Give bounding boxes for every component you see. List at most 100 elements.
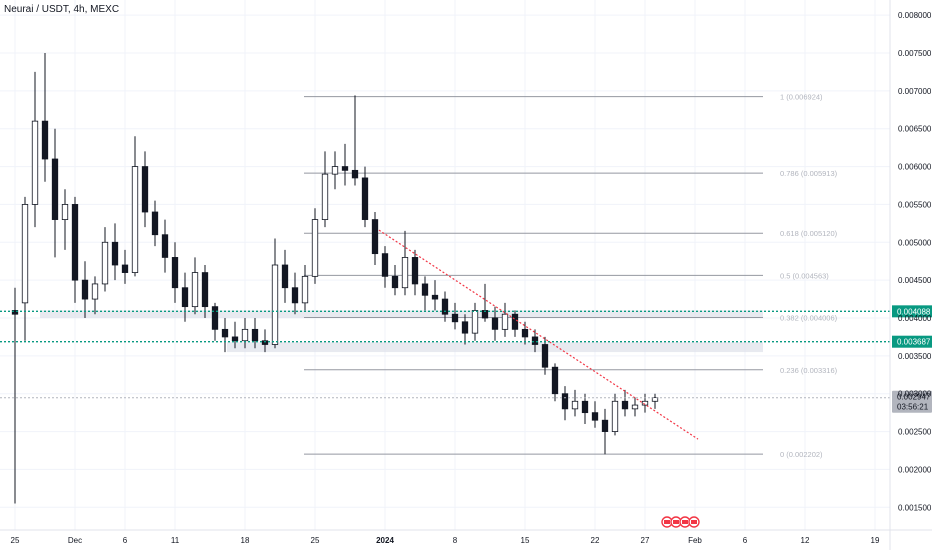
fib-level-label: 0.5 (0.004563) [780, 271, 829, 280]
support-zone [40, 310, 763, 318]
candle-body [201, 272, 209, 308]
candle-body [141, 166, 149, 213]
candle-body [161, 234, 169, 258]
candle-body [171, 257, 179, 289]
event-flag-mark [682, 520, 688, 524]
candle-body [111, 241, 119, 266]
candle-body [121, 264, 129, 273]
support-price-badge [892, 335, 932, 348]
chart-title: Neurai / USDT, 4h, MEXC [4, 4, 120, 15]
candle-body [451, 313, 459, 323]
candle-body [131, 166, 139, 273]
candle-body [611, 400, 619, 432]
candle-body [41, 120, 49, 160]
time-tick-label: 19 [871, 536, 880, 545]
price-tick-label: 0.002500 [898, 428, 932, 437]
support-zone [227, 342, 763, 353]
price-tick-label: 0.005500 [898, 200, 932, 209]
candle-body [511, 313, 519, 330]
event-flag-mark [691, 520, 697, 524]
fib-level-label: 0.382 (0.004006) [780, 314, 838, 323]
candle-body [591, 412, 599, 421]
price-axis[interactable]: 0.008000 0.007500 0.007000 0.006500 0.006000… [889, 0, 932, 550]
candle-body [271, 264, 279, 345]
candle-body [51, 158, 59, 220]
candle-body [631, 404, 639, 410]
candle-body [541, 344, 549, 368]
candles [11, 53, 659, 504]
candle-body [411, 257, 419, 285]
candle-body [351, 169, 359, 179]
candle-body [491, 317, 499, 330]
candle-body [91, 283, 99, 300]
candle-body [651, 397, 659, 402]
candle-body [641, 400, 649, 406]
time-tick-label: 11 [171, 536, 180, 545]
time-axis[interactable]: 25 Dec 6 11 18 25 2024 8 15 22 27 Feb 6 12 19 [0, 516, 932, 545]
price-tick-label: 0.008000 [898, 11, 932, 20]
candle-body [581, 400, 589, 414]
support-price-label: 0.004088 [897, 307, 931, 316]
candle-body [151, 211, 159, 236]
trend-line [378, 229, 699, 440]
event-flag-mark [664, 520, 670, 524]
candle-body [551, 366, 559, 395]
candle-body [341, 166, 349, 171]
economic-event-icon[interactable] [688, 516, 700, 528]
price-tick-label: 0.006000 [898, 163, 932, 172]
candle-body [211, 306, 219, 330]
price-tick-label: 0.007000 [898, 87, 932, 96]
candle-body [471, 310, 479, 334]
candle-body [461, 321, 469, 334]
candle-body [191, 272, 199, 308]
price-tick-label: 0.001500 [898, 503, 932, 512]
candle-body [221, 328, 229, 338]
candle-body [571, 400, 579, 410]
candle-body [291, 287, 299, 304]
candle-body [361, 177, 369, 220]
candle-body [311, 219, 319, 277]
time-tick-label: 25 [11, 536, 20, 545]
price-tick-label: 0.004000 [898, 314, 932, 323]
time-tick-label: 6 [123, 536, 128, 545]
support-price-label: 0.003687 [897, 338, 931, 347]
candle-body [481, 310, 489, 319]
fib-level-label: 0 (0.002202) [780, 450, 823, 459]
candle-body [301, 275, 309, 304]
fib-level-label: 0.618 (0.005120) [780, 229, 838, 238]
time-tick-label: 15 [521, 536, 530, 545]
time-tick-label: 2024 [376, 536, 394, 545]
candle-body [81, 279, 89, 300]
candle-body [531, 336, 539, 345]
fib-retracement: 1 (0.006924) 0.786 (0.005913) 0.618 (0.005… [304, 93, 838, 459]
candle-body [421, 283, 429, 296]
time-tick-label: 22 [591, 536, 600, 545]
candle-body [391, 275, 399, 289]
price-tick-label: 0.005000 [898, 238, 932, 247]
candle-body [521, 328, 529, 338]
candle-body [181, 287, 189, 308]
candle-body [241, 328, 249, 342]
price-tick-label: 0.004500 [898, 276, 932, 285]
time-tick-label: 27 [641, 536, 650, 545]
candle-body [11, 310, 19, 315]
time-tick-label: Dec [68, 536, 82, 545]
candle-body [561, 393, 569, 410]
candle-body [331, 166, 339, 175]
last-price-badge[interactable] [892, 390, 932, 413]
bar-countdown-label: 03:56:21 [897, 403, 929, 412]
candle-body [61, 204, 69, 220]
fib-level-label: 0.236 (0.003316) [780, 366, 838, 375]
candle-body [621, 400, 629, 410]
support-price-badge [892, 305, 932, 318]
last-price-label: 0.002947 [897, 393, 931, 402]
candle-body [501, 313, 509, 330]
price-tick-label: 0.006500 [898, 125, 932, 134]
price-zones [40, 310, 763, 353]
price-tick-label: 0.003000 [898, 390, 932, 399]
price-tick-label: 0.003500 [898, 352, 932, 361]
time-tick-label: Feb [688, 536, 702, 545]
time-tick-label: 8 [453, 536, 458, 545]
